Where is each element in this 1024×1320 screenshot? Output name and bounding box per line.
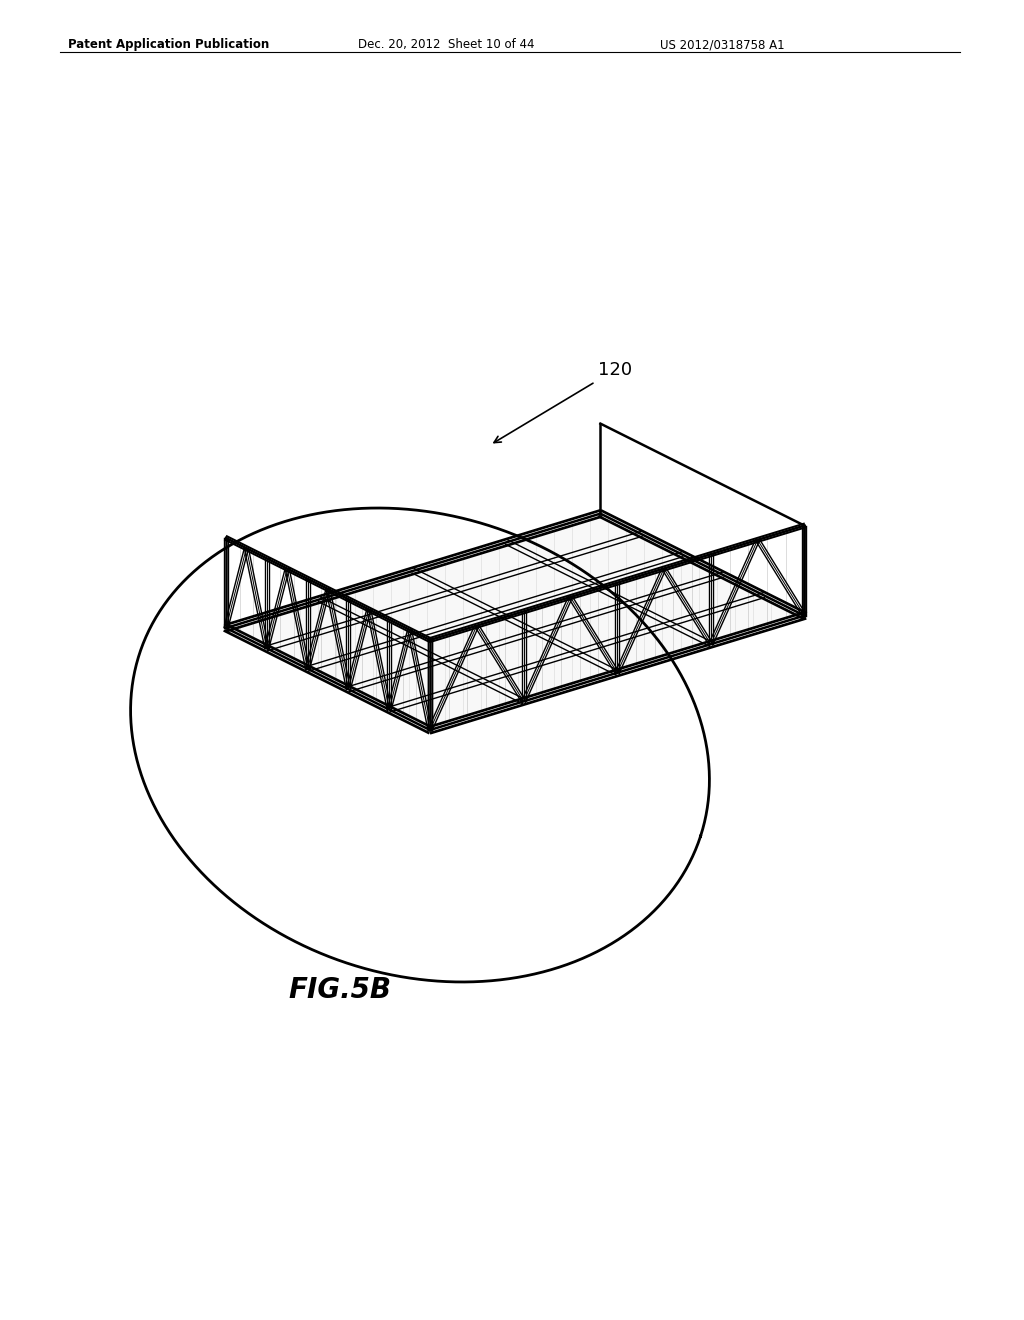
Text: Dec. 20, 2012  Sheet 10 of 44: Dec. 20, 2012 Sheet 10 of 44 [358, 38, 535, 51]
Text: US 2012/0318758 A1: US 2012/0318758 A1 [660, 38, 784, 51]
Polygon shape [226, 513, 805, 730]
Text: Patent Application Publication: Patent Application Publication [68, 38, 269, 51]
Text: FIG.5B: FIG.5B [289, 975, 391, 1005]
Text: 120: 120 [494, 360, 632, 442]
